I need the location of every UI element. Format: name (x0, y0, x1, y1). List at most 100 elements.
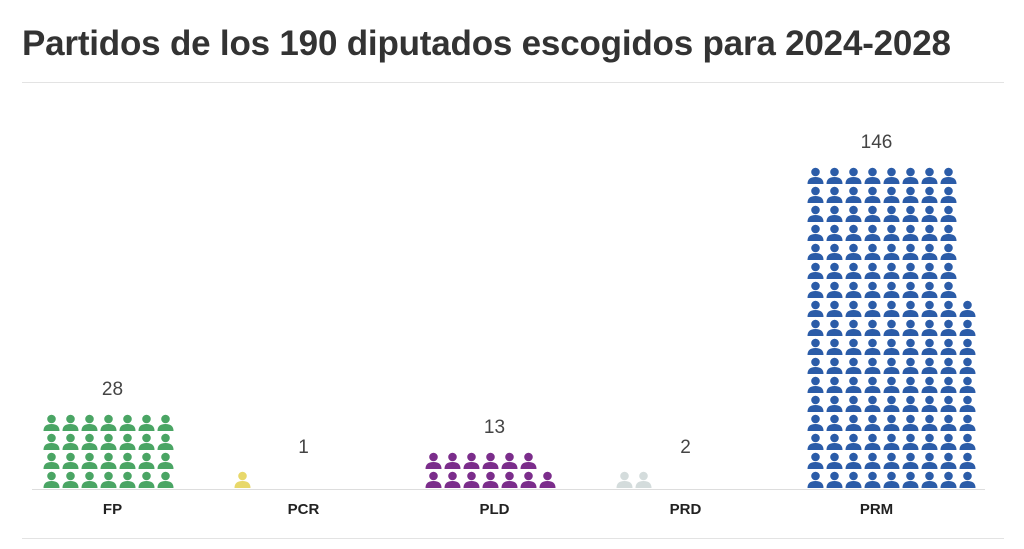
person-icon (425, 471, 442, 488)
person-icon (883, 243, 900, 260)
person-icon (138, 433, 155, 450)
person-icon (845, 414, 862, 431)
person-icon (81, 414, 98, 431)
waffle-group-fp (43, 414, 174, 488)
person-icon (807, 205, 824, 222)
person-icon (921, 186, 938, 203)
person-icon (883, 414, 900, 431)
person-icon (864, 300, 881, 317)
person-icon (921, 205, 938, 222)
person-icon (138, 452, 155, 469)
person-icon (902, 319, 919, 336)
person-icon (119, 414, 136, 431)
value-label-pcr: 1 (298, 437, 309, 458)
person-icon (157, 452, 174, 469)
person-icon (959, 376, 976, 393)
person-icon (845, 262, 862, 279)
waffle-group-pcr (234, 471, 251, 488)
person-icon (864, 395, 881, 412)
person-icon (807, 395, 824, 412)
person-icon (883, 281, 900, 298)
person-icon (921, 167, 938, 184)
person-icon (864, 243, 881, 260)
person-icon (921, 433, 938, 450)
person-icon (826, 338, 843, 355)
person-icon (157, 433, 174, 450)
person-icon (921, 262, 938, 279)
person-icon (864, 224, 881, 241)
person-icon (444, 452, 461, 469)
person-icon (883, 357, 900, 374)
person-icon (81, 433, 98, 450)
person-icon (807, 452, 824, 469)
person-icon (883, 186, 900, 203)
person-icon (921, 338, 938, 355)
person-icon (940, 281, 957, 298)
person-icon (921, 243, 938, 260)
person-icon (845, 205, 862, 222)
person-icon (463, 452, 480, 469)
person-icon (62, 433, 79, 450)
person-icon (807, 243, 824, 260)
person-icon (119, 452, 136, 469)
person-icon (807, 281, 824, 298)
person-icon (616, 471, 633, 488)
person-icon (826, 357, 843, 374)
value-label-prd: 2 (680, 437, 691, 458)
person-icon (883, 262, 900, 279)
person-icon (902, 376, 919, 393)
person-icon (635, 471, 652, 488)
person-icon (864, 281, 881, 298)
person-icon (864, 414, 881, 431)
person-icon (826, 433, 843, 450)
page-title: Partidos de los 190 diputados escogidos … (22, 24, 951, 63)
waffle-group-prd (616, 471, 652, 488)
person-icon (845, 376, 862, 393)
person-icon (100, 452, 117, 469)
person-icon (157, 471, 174, 488)
person-icon (119, 433, 136, 450)
person-icon (902, 338, 919, 355)
person-icon (826, 167, 843, 184)
person-icon (940, 376, 957, 393)
person-icon (959, 319, 976, 336)
footer-divider (22, 538, 1004, 539)
person-icon (921, 357, 938, 374)
person-icon (845, 471, 862, 488)
person-icon (940, 243, 957, 260)
person-icon (234, 471, 251, 488)
person-icon (940, 205, 957, 222)
person-icon (482, 452, 499, 469)
person-icon (902, 471, 919, 488)
person-icon (520, 452, 537, 469)
person-icon (940, 471, 957, 488)
person-icon (81, 471, 98, 488)
person-icon (100, 433, 117, 450)
person-icon (826, 300, 843, 317)
person-icon (902, 262, 919, 279)
person-icon (940, 167, 957, 184)
person-icon (883, 433, 900, 450)
person-icon (940, 414, 957, 431)
person-icon (539, 471, 556, 488)
person-icon (940, 433, 957, 450)
person-icon (921, 224, 938, 241)
person-icon (845, 300, 862, 317)
person-icon (845, 186, 862, 203)
person-icon (826, 186, 843, 203)
person-icon (138, 471, 155, 488)
person-icon (864, 167, 881, 184)
person-icon (826, 471, 843, 488)
person-icon (119, 471, 136, 488)
person-icon (425, 452, 442, 469)
person-icon (845, 395, 862, 412)
person-icon (845, 433, 862, 450)
person-icon (826, 376, 843, 393)
person-icon (807, 262, 824, 279)
person-icon (62, 452, 79, 469)
person-icon (463, 471, 480, 488)
category-label-pld: PLD (480, 501, 510, 518)
person-icon (902, 300, 919, 317)
person-icon (807, 357, 824, 374)
person-icon (807, 300, 824, 317)
